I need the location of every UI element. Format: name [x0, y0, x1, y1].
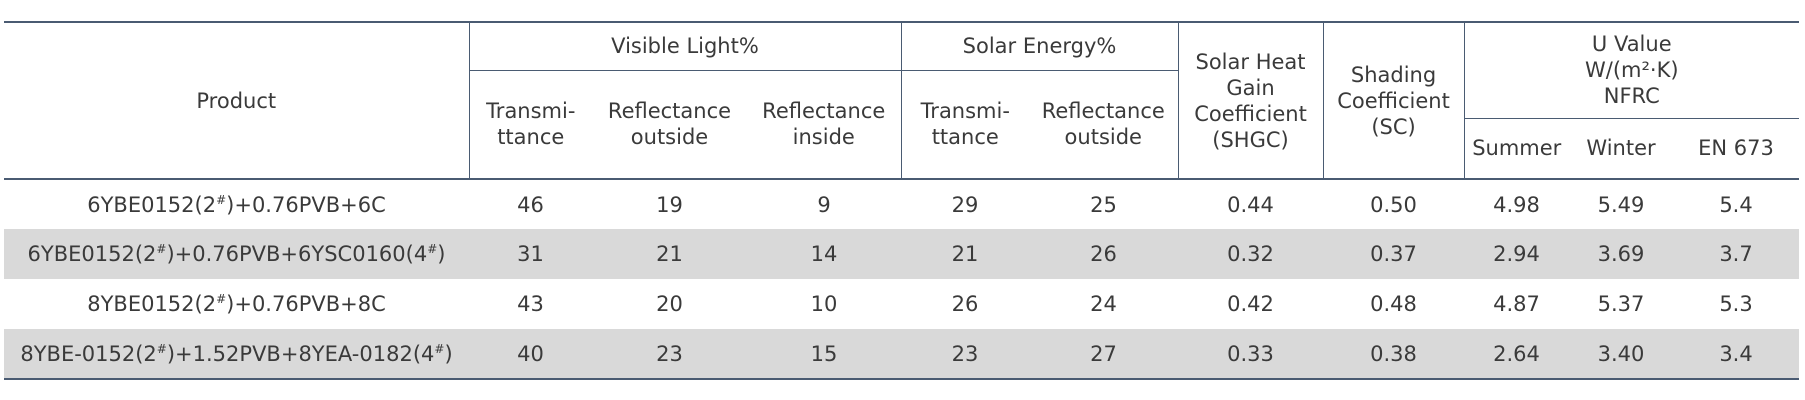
value-cell: 20: [656, 292, 683, 316]
value-cell: 40: [517, 341, 544, 366]
value-cell: 21: [951, 242, 979, 266]
table-row: 6YBE0152(2#)+0.76PVB+6YSC0160(4#) 31 21 14 2…: [4, 229, 1800, 279]
header-cell: EN 673: [1698, 136, 1774, 161]
value-cell: 0.38: [1370, 341, 1417, 366]
header-cell: Summer: [1463, 118, 1570, 179]
table-body: 6YBE0152(2#)+0.76PVB+6C 46 19 9 29 25 0.44 0.50…: [4, 179, 1800, 379]
product-cell: 8YBE0152(2#)+0.76PVB+8C: [87, 292, 386, 316]
value-cell: 24: [1090, 292, 1117, 316]
value-cell: 25: [1090, 192, 1117, 217]
value-cell: 0.50: [1370, 192, 1417, 217]
value-cell: 15: [810, 341, 838, 366]
value-cell: 3.69: [1597, 242, 1645, 266]
header-cell: Solar Energy%: [900, 22, 1179, 71]
spec-table: Product Visible Light% Solar Energy% Sol…: [4, 21, 1800, 380]
header-line: ttance: [931, 125, 999, 150]
value-cell: 21: [656, 242, 683, 266]
value-cell: 3.40: [1597, 341, 1645, 366]
header-line: W/(m²·K): [1585, 58, 1679, 83]
header-line: Gain: [1226, 75, 1275, 100]
value-cell: 31: [517, 242, 544, 266]
header-cell: Reflectance outside: [592, 70, 747, 179]
header-line: Transmi-: [486, 99, 576, 124]
header-line: Reflectance: [607, 99, 732, 124]
value-cell: 9: [817, 192, 831, 217]
value-cell: 43: [517, 292, 544, 316]
header-line: NFRC: [1603, 84, 1660, 109]
value-cell: 2.94: [1493, 242, 1540, 266]
value-cell: 0.42: [1227, 292, 1274, 316]
header-line: inside: [792, 125, 855, 150]
value-cell: 19: [656, 192, 683, 217]
value-cell: 3.7: [1719, 242, 1753, 266]
header-line: Reflectance: [1041, 99, 1165, 124]
value-cell: 0.33: [1227, 341, 1274, 366]
value-cell: 2.64: [1493, 341, 1540, 366]
header-cell: Reflectance inside: [747, 70, 901, 179]
value-cell: 26: [951, 292, 979, 316]
value-cell: 5.4: [1719, 192, 1753, 217]
value-cell: 23: [951, 341, 979, 366]
value-cell: 5.3: [1719, 292, 1753, 316]
header-line: (SHGC): [1212, 127, 1289, 152]
value-cell: 0.48: [1370, 292, 1417, 316]
product-cell: 6YBE0152(2#)+0.76PVB+6C: [87, 192, 386, 217]
value-cell: 0.37: [1370, 242, 1417, 266]
header-line: U Value: [1591, 32, 1672, 57]
header-line: outside: [630, 125, 709, 150]
value-cell: 14: [810, 242, 838, 266]
header-cell: Transmi-ttance: [900, 70, 1029, 179]
value-cell: 4.87: [1493, 292, 1540, 316]
header-cell: Solar Heat Gain Coefficient (SHGC): [1177, 22, 1324, 179]
value-cell: 5.49: [1597, 192, 1645, 217]
value-cell: 29: [951, 192, 979, 217]
value-cell: 10: [810, 292, 838, 316]
value-cell: 5.37: [1597, 292, 1645, 316]
value-cell: 27: [1090, 341, 1117, 366]
value-cell: 23: [656, 341, 683, 366]
header-cell: Winter: [1586, 136, 1656, 161]
value-cell: 26: [1090, 242, 1117, 266]
header-line: Solar Heat: [1195, 49, 1306, 74]
table-row: 8YBE-0152(2#)+1.52PVB+8YEA-0182(4#) 40 23 1…: [4, 329, 1800, 379]
table-header: Product Visible Light% Solar Energy% Sol…: [4, 22, 1800, 179]
value-cell: 46: [517, 192, 544, 217]
header-line: outside: [1064, 125, 1142, 150]
header-cell: U Value W/(m²·K) NFRC: [1463, 22, 1800, 119]
header-cell: Transmi-ttance: [468, 70, 592, 179]
header-line: Reflectance: [762, 99, 886, 124]
value-cell: 4.98: [1493, 192, 1540, 217]
value-cell: 0.32: [1227, 242, 1274, 266]
header-line: (SC): [1371, 114, 1416, 139]
product-cell: 6YBE0152(2#)+0.76PVB+6YSC0160(4#): [27, 242, 446, 266]
header-line: Transmi-: [920, 99, 1010, 124]
table-row: 8YBE0152(2#)+0.76PVB+8C 43 20 10 26 24 0.42 0.4…: [4, 279, 1799, 329]
header-cell: Product: [196, 88, 277, 113]
value-cell: 3.4: [1719, 341, 1753, 366]
product-cell: 8YBE-0152(2#)+1.52PVB+8YEA-0182(4#): [20, 341, 453, 366]
header-line: ttance: [497, 125, 565, 150]
header-line: Coefficient: [1194, 101, 1307, 126]
header-cell: Visible Light%: [468, 22, 901, 71]
header-cell: Reflectance outside: [1029, 70, 1178, 179]
header-cell: Shading Coefficient (SC): [1322, 22, 1465, 179]
header-line: Shading: [1350, 62, 1437, 87]
header-line: Coefficient: [1337, 88, 1450, 113]
table-row: 6YBE0152(2#)+0.76PVB+6C 46 19 9 29 25 0.44 0.50…: [4, 179, 1799, 229]
value-cell: 0.44: [1227, 192, 1274, 217]
